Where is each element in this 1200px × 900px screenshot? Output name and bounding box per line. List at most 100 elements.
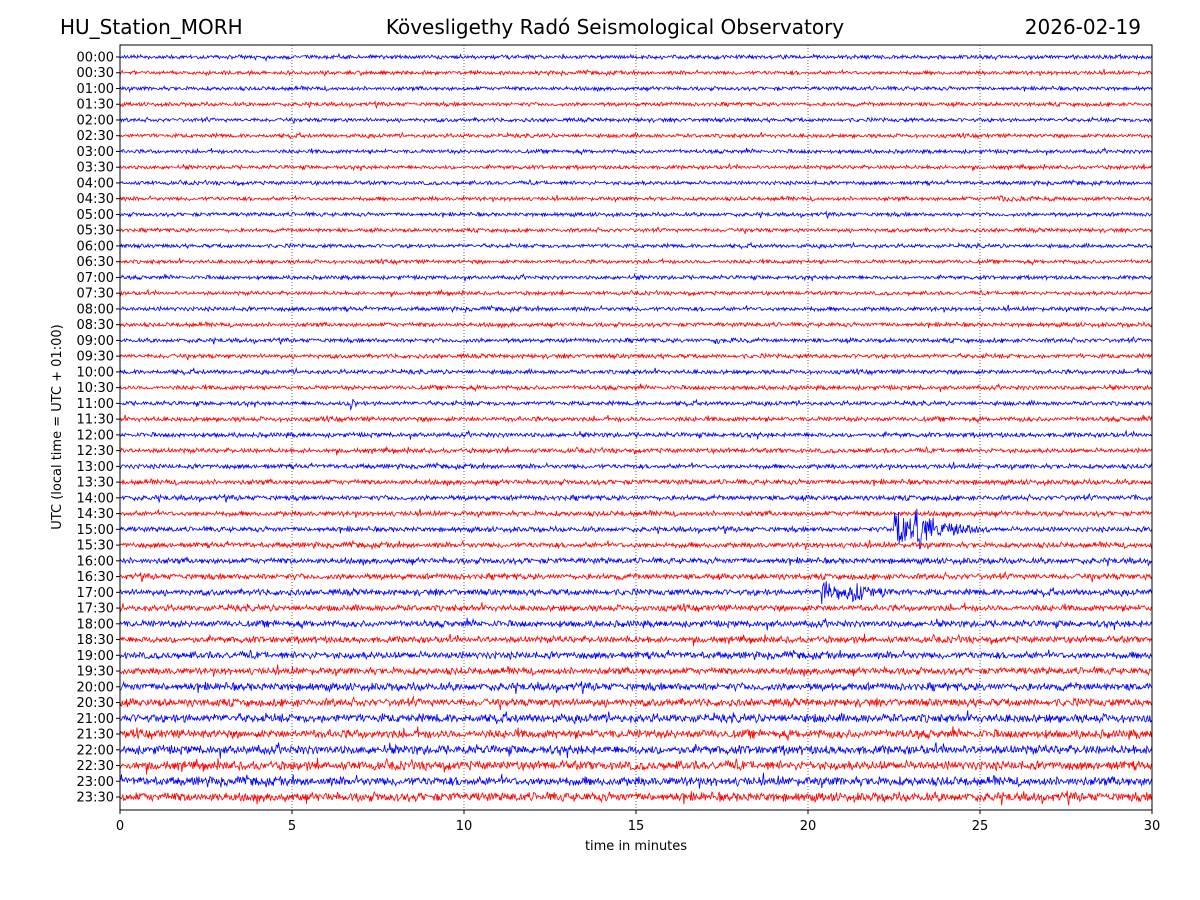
trace-1430 [119,508,1153,518]
y-tick-label: 07:00 [77,271,114,286]
y-tick-label: 14:30 [77,507,114,522]
trace-2030 [119,695,1153,711]
trace-2300 [119,772,1153,789]
y-tick-label: 04:30 [77,192,114,207]
trace-0300 [119,147,1153,156]
y-tick-label: 11:30 [77,413,114,428]
trace-0400 [119,178,1153,188]
x-axis-label: time in minutes [585,839,687,854]
x-tick-label: 5 [288,819,296,834]
y-tick-label: 09:00 [77,334,114,349]
trace-0030 [119,68,1153,78]
trace-1830 [119,633,1153,647]
trace-1900 [119,649,1153,661]
trace-0100 [119,85,1153,93]
trace-0500 [119,210,1153,220]
y-tick-label: 00:30 [77,66,114,81]
y-tick-label: 13:30 [77,476,114,491]
trace-1730 [119,602,1153,613]
y-tick-label: 02:00 [77,113,114,128]
y-tick-label: 23:00 [77,775,114,790]
y-tick-label: 12:00 [77,428,114,443]
y-tick-label: 04:00 [77,176,114,191]
x-tick-label: 15 [628,819,645,834]
trace-0230 [119,131,1153,140]
trace-0530 [119,226,1153,235]
trace-1800 [119,617,1153,631]
trace-1200 [119,429,1153,440]
trace-2200 [119,742,1153,759]
trace-1530 [119,539,1153,551]
y-tick-label: 07:30 [77,287,114,302]
trace-1100 [119,398,1153,412]
trace-1300 [119,461,1153,471]
trace-2100 [119,710,1153,726]
trace-0730 [119,288,1153,298]
trace-0600 [119,241,1153,250]
y-tick-label: 16:30 [77,570,114,585]
y-tick-label: 22:00 [77,743,114,758]
trace-0700 [119,272,1153,282]
y-tick-label: 02:30 [77,129,114,144]
x-tick-label: 30 [1144,819,1161,834]
trace-1930 [120,664,1153,677]
y-tick-label: 10:30 [77,381,114,396]
y-tick-label: 03:30 [77,161,114,176]
trace-1230 [119,445,1153,456]
y-tick-label: 10:00 [77,365,114,380]
x-tick-label: 25 [972,819,989,834]
y-tick-label: 09:30 [77,350,114,365]
y-tick-label: 14:00 [77,491,114,506]
y-tick-label: 06:00 [77,239,114,254]
y-tick-label: 19:30 [77,665,114,680]
chart-title: Kövesligethy Radó Seismological Observat… [385,15,845,39]
y-tick-label: 18:00 [77,617,114,632]
y-tick-label: 20:00 [77,680,114,695]
trace-2330 [119,790,1153,806]
y-tick-label: 18:30 [77,633,114,648]
x-tick-label: 10 [456,819,473,834]
trace-0630 [119,257,1153,266]
trace-0930 [119,352,1153,361]
trace-0900 [119,336,1153,345]
y-tick-label: 05:00 [77,208,114,223]
y-tick-label: 12:30 [77,444,114,459]
trace-0130 [119,99,1153,110]
y-tick-label: 05:30 [77,224,114,239]
trace-0330 [119,162,1153,172]
x-tick-label: 20 [800,819,817,834]
x-tick-label: 0 [116,819,124,834]
trace-0830 [119,320,1153,329]
y-tick-label: 17:30 [77,602,114,617]
y-tick-label: 22:30 [77,759,114,774]
y-tick-label: 06:30 [77,255,114,270]
trace-2130 [119,726,1153,741]
y-tick-label: 23:30 [77,791,114,806]
trace-0430 [119,194,1153,204]
y-tick-label: 13:00 [77,460,114,475]
y-tick-label: 20:30 [77,696,114,711]
y-tick-label: 21:00 [77,712,114,727]
y-tick-label: 08:00 [77,302,114,317]
y-tick-label: 03:00 [77,145,114,160]
trace-1030 [119,382,1153,393]
y-tick-label: 00:00 [77,51,114,66]
chart-date: 2026-02-19 [1024,15,1141,39]
trace-1400 [119,493,1153,503]
trace-1700 [119,580,1153,605]
y-tick-label: 19:00 [77,649,114,664]
trace-2000 [119,680,1153,695]
y-tick-label: 01:00 [77,82,114,97]
y-axis-label: UTC (local time = UTC + 01:00) [50,324,65,529]
y-tick-label: 11:00 [77,397,114,412]
y-tick-label: 17:00 [77,586,114,601]
trace-1630 [119,570,1153,583]
y-tick-label: 08:30 [77,318,114,333]
station-name: HU_Station_MORH [60,15,243,39]
y-tick-label: 01:30 [77,98,114,113]
trace-0200 [119,116,1153,124]
trace-1130 [119,414,1153,425]
trace-1500 [119,508,1153,550]
trace-1000 [119,367,1153,377]
trace-1330 [119,477,1153,487]
